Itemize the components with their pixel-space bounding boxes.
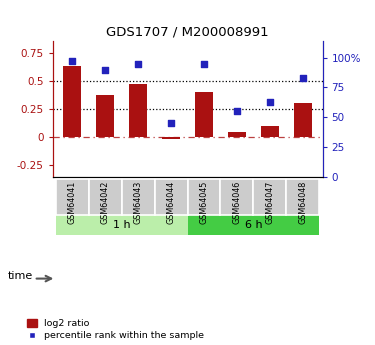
Bar bbox=[228, 131, 246, 137]
Bar bbox=[56, 215, 188, 235]
Bar bbox=[154, 179, 188, 215]
Bar bbox=[294, 104, 312, 137]
Point bbox=[267, 99, 273, 105]
Bar bbox=[129, 84, 147, 137]
Point bbox=[234, 108, 240, 114]
Bar bbox=[162, 137, 180, 139]
Bar bbox=[63, 66, 81, 137]
Text: time: time bbox=[8, 271, 33, 281]
Point bbox=[168, 120, 174, 126]
Bar bbox=[188, 179, 220, 215]
Bar bbox=[261, 126, 279, 137]
Text: GSM64042: GSM64042 bbox=[100, 181, 109, 224]
Bar bbox=[195, 92, 213, 137]
Text: GSM64041: GSM64041 bbox=[68, 181, 77, 224]
Bar bbox=[56, 179, 89, 215]
Bar bbox=[96, 96, 114, 137]
Bar bbox=[122, 179, 154, 215]
Bar bbox=[220, 179, 254, 215]
Text: GDS1707 / M200008991: GDS1707 / M200008991 bbox=[106, 26, 269, 39]
Text: GSM64044: GSM64044 bbox=[166, 181, 176, 224]
Point bbox=[201, 61, 207, 67]
Bar bbox=[89, 179, 122, 215]
Bar bbox=[188, 215, 319, 235]
Text: GSM64048: GSM64048 bbox=[298, 181, 307, 224]
Text: GSM64046: GSM64046 bbox=[232, 181, 242, 224]
Text: GSM64047: GSM64047 bbox=[266, 181, 274, 224]
Point bbox=[300, 75, 306, 81]
Bar bbox=[286, 179, 319, 215]
Text: GSM64043: GSM64043 bbox=[134, 181, 142, 224]
Bar bbox=[254, 179, 286, 215]
Text: GSM64045: GSM64045 bbox=[200, 181, 208, 224]
Point bbox=[102, 67, 108, 72]
Text: 1 h: 1 h bbox=[113, 220, 130, 230]
Point bbox=[135, 61, 141, 67]
Text: 6 h: 6 h bbox=[244, 220, 262, 230]
Legend: log2 ratio, percentile rank within the sample: log2 ratio, percentile rank within the s… bbox=[27, 319, 204, 340]
Point bbox=[69, 59, 75, 64]
